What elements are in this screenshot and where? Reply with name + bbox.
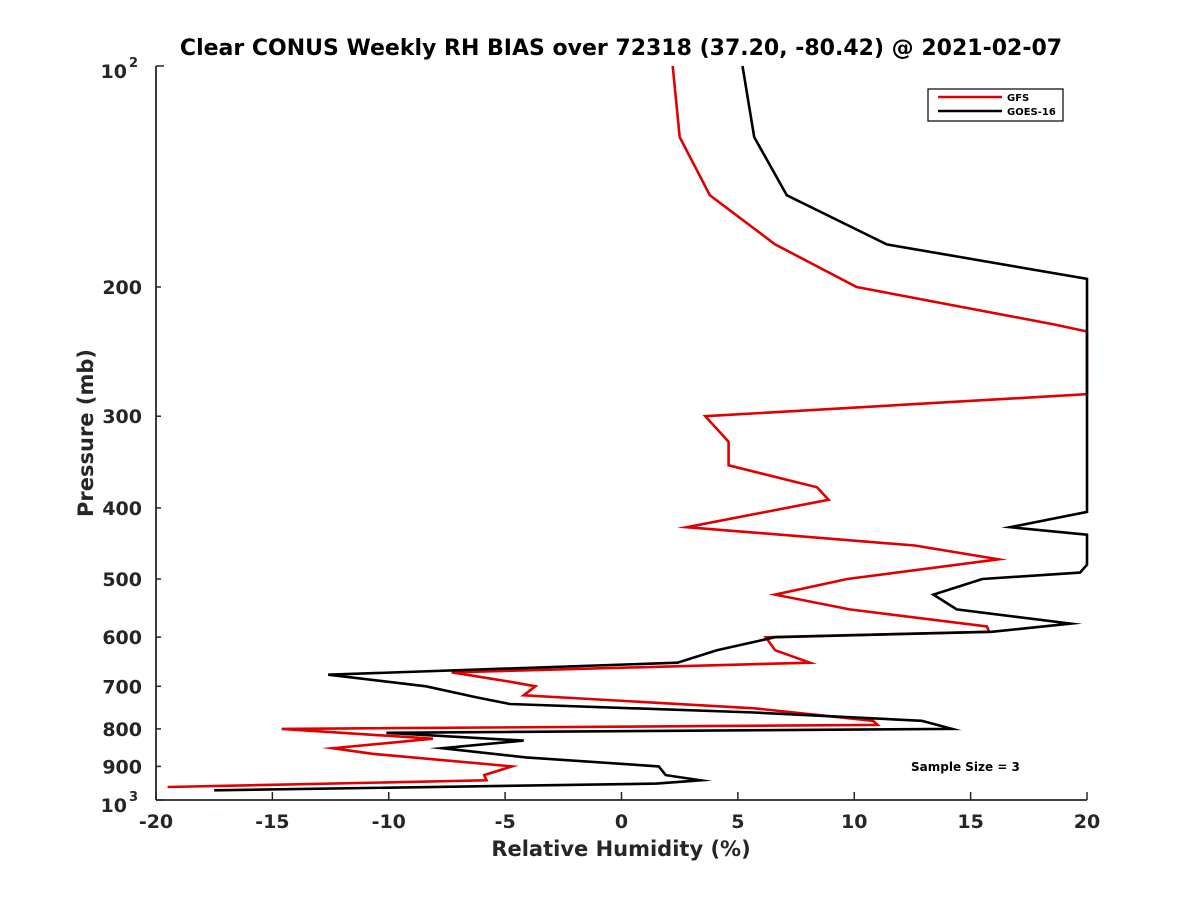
legend: GFS GOES-16: [927, 88, 1064, 122]
series-line-goes16: [214, 65, 1089, 792]
x-tick-label: 10: [841, 811, 867, 833]
x-axis-label: Relative Humidity (%): [491, 837, 750, 861]
x-tick-label: -5: [495, 811, 516, 833]
y-tick-label: 500: [102, 569, 142, 591]
y-tick-label: 200: [102, 277, 142, 299]
series-layer: [167, 65, 1089, 792]
x-tick-label: 5: [731, 811, 744, 833]
x-tick-label: -15: [255, 811, 289, 833]
x-tick-label: 0: [615, 811, 628, 833]
y-ticks: 200 300 400 500 600 700 800 900: [102, 65, 164, 801]
y-tick-label: 300: [102, 406, 142, 428]
y-tick-label: 700: [102, 676, 142, 698]
y-tick-label-bottom-exponent: 3: [129, 790, 138, 805]
legend-label-gfs: GFS: [1007, 93, 1029, 104]
x-tick-label: -10: [372, 811, 406, 833]
x-ticks: -20 -15 -10 -5 0 5 10 15 20: [139, 792, 1100, 833]
y-tick-label-bottom: 10: [101, 795, 127, 817]
y-tick-label: 800: [102, 719, 142, 741]
x-tick-label: 15: [957, 811, 983, 833]
sample-size-annotation: Sample Size = 3: [911, 760, 1020, 774]
chart-title: Clear CONUS Weekly RH BIAS over 72318 (3…: [180, 36, 1062, 61]
y-tick-label-top: 10: [101, 61, 127, 83]
y-tick-label-top-exponent: 2: [129, 56, 138, 71]
y-axis-label: Pressure (mb): [74, 349, 98, 517]
y-tick-label: 600: [102, 627, 142, 649]
y-tick-label: 400: [102, 498, 142, 520]
legend-box: [927, 88, 1064, 122]
x-tick-label: 20: [1074, 811, 1100, 833]
x-tick-label: -20: [139, 811, 173, 833]
legend-label-goes16: GOES-16: [1007, 107, 1056, 118]
y-tick-label: 900: [102, 756, 142, 778]
